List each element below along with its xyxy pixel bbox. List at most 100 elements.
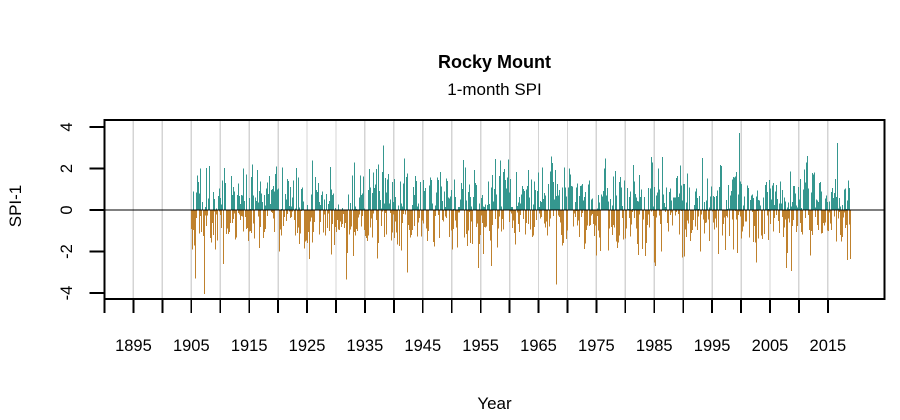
y-tick-label: -2 xyxy=(58,244,76,259)
spi-bar-negative xyxy=(579,210,580,237)
spi-bar-positive xyxy=(529,197,530,210)
spi-bar-negative xyxy=(752,210,753,212)
spi-bar-negative xyxy=(811,210,812,232)
spi-bar-positive xyxy=(524,190,525,210)
x-axis-title: Year xyxy=(477,394,512,413)
spi-bar-negative xyxy=(736,210,737,220)
spi-bar-positive xyxy=(835,203,836,210)
spi-bar-negative xyxy=(300,210,301,234)
spi-bar-positive xyxy=(665,207,666,210)
spi-bar-negative xyxy=(451,210,452,231)
spi-bar-negative xyxy=(562,210,563,246)
spi-bar-positive xyxy=(242,195,243,210)
spi-bar-negative xyxy=(523,210,524,219)
spi-bar-positive xyxy=(265,205,266,210)
spi-bar-negative xyxy=(671,210,672,213)
spi-bar-positive xyxy=(675,197,676,210)
spi-bar-negative xyxy=(349,210,350,235)
spi-bar-positive xyxy=(572,196,573,210)
spi-bar-positive xyxy=(732,179,733,210)
spi-bar-negative xyxy=(742,210,743,232)
spi-bar-negative xyxy=(749,210,750,238)
spi-bar-positive xyxy=(539,206,540,210)
spi-bar-negative xyxy=(511,210,512,214)
spi-bar-negative xyxy=(597,210,598,217)
spi-bar-negative xyxy=(651,210,652,212)
spi-bar-positive xyxy=(542,167,543,210)
spi-bar-negative xyxy=(786,210,787,269)
spi-bar-positive xyxy=(287,178,288,210)
spi-bar-positive xyxy=(496,194,497,210)
spi-bar-positive xyxy=(488,181,489,210)
spi-bar-positive xyxy=(753,197,754,210)
spi-bar-negative xyxy=(366,210,367,239)
spi-bar-negative xyxy=(477,210,478,224)
spi-bar-positive xyxy=(736,171,737,210)
spi-bar-negative xyxy=(718,210,719,254)
spi-bar-negative xyxy=(342,210,343,224)
spi-bar-positive xyxy=(557,203,558,210)
spi-bar-positive xyxy=(644,196,645,210)
spi-bar-negative xyxy=(354,210,355,233)
spi-bar-positive xyxy=(714,197,715,210)
spi-bar-negative xyxy=(810,210,811,242)
spi-bar-positive xyxy=(511,206,512,210)
spi-bar-negative xyxy=(235,210,236,240)
x-tick-label: 1895 xyxy=(115,337,152,355)
spi-bar-positive xyxy=(326,200,327,210)
spi-bar-negative xyxy=(639,210,640,215)
spi-bar-positive xyxy=(312,160,313,210)
spi-bar-positive xyxy=(619,182,620,210)
spi-bar-positive xyxy=(562,187,563,210)
spi-bar-positive xyxy=(801,207,802,210)
spi-bar-negative xyxy=(623,210,624,240)
spi-bar-positive xyxy=(420,201,421,210)
spi-bar-negative xyxy=(229,210,230,230)
spi-bar-negative xyxy=(206,210,207,227)
spi-bar-negative xyxy=(846,210,847,226)
spi-bar-negative xyxy=(251,210,252,233)
spi-bar-positive xyxy=(503,171,504,210)
spi-bar-positive xyxy=(575,201,576,210)
spi-bar-negative xyxy=(822,210,823,233)
spi-bar-negative xyxy=(338,210,339,230)
spi-bar-negative xyxy=(492,210,493,225)
spi-bar-negative xyxy=(286,210,287,221)
spi-bar-negative xyxy=(797,210,798,226)
spi-bar-negative xyxy=(561,210,562,236)
spi-bar-negative xyxy=(336,210,337,233)
spi-bar-positive xyxy=(638,201,639,210)
spi-bar-positive xyxy=(831,192,832,210)
spi-bar-negative xyxy=(498,210,499,221)
spi-bar-positive xyxy=(375,184,376,210)
spi-bar-positive xyxy=(482,195,483,210)
spi-bar-positive xyxy=(318,202,319,210)
spi-bar-positive xyxy=(392,182,393,210)
spi-bar-negative xyxy=(334,210,335,246)
spi-bar-positive xyxy=(363,176,364,210)
spi-bar-negative xyxy=(756,210,757,263)
spi-bar-positive xyxy=(501,206,502,210)
spi-bar-positive xyxy=(257,169,258,210)
spi-bar-negative xyxy=(701,210,702,215)
spi-bar-negative xyxy=(298,210,299,228)
spi-bar-positive xyxy=(318,182,319,210)
spi-bar-positive xyxy=(729,208,730,210)
spi-bar-positive xyxy=(795,193,796,210)
spi-bar-negative xyxy=(789,210,790,223)
spi-bar-positive xyxy=(821,191,822,210)
spi-bar-positive xyxy=(782,189,783,210)
spi-bar-negative xyxy=(648,210,649,215)
spi-bar-positive xyxy=(554,200,555,210)
spi-bar-negative xyxy=(714,210,715,230)
spi-bar-positive xyxy=(330,166,331,210)
spi-bar-positive xyxy=(657,206,658,210)
spi-bar-positive xyxy=(784,197,785,210)
spi-bar-negative xyxy=(703,210,704,220)
spi-bar-positive xyxy=(641,189,642,210)
spi-bar-negative xyxy=(443,210,444,222)
spi-bar-positive xyxy=(559,199,560,210)
spi-bar-positive xyxy=(259,190,260,210)
spi-bar-negative xyxy=(423,210,424,224)
spi-bar-positive xyxy=(770,188,771,210)
